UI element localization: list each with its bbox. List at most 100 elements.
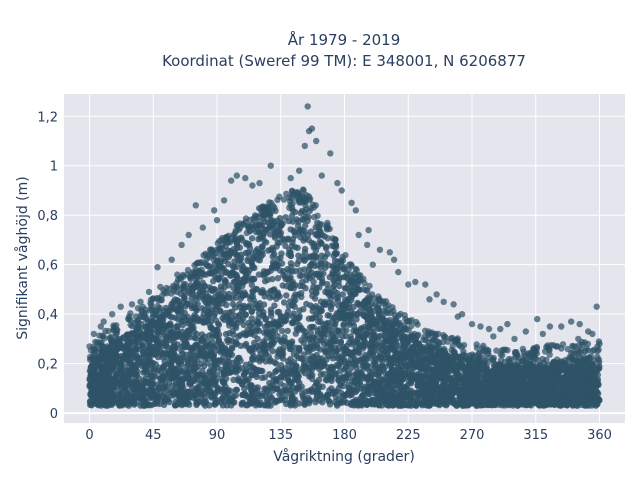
data-point xyxy=(227,248,234,255)
data-point xyxy=(248,281,255,289)
data-point xyxy=(193,330,200,338)
data-point xyxy=(237,290,245,297)
data-point xyxy=(148,380,156,388)
data-point xyxy=(317,270,324,277)
data-point xyxy=(270,247,277,254)
data-point xyxy=(253,320,261,327)
data-point xyxy=(479,392,486,399)
data-point xyxy=(332,264,339,272)
data-point xyxy=(292,376,299,383)
data-point xyxy=(381,337,389,345)
data-point xyxy=(246,302,253,309)
data-point xyxy=(103,349,110,357)
data-point xyxy=(292,232,299,239)
data-point xyxy=(333,332,340,340)
data-point xyxy=(365,390,372,397)
data-point xyxy=(303,271,310,279)
data-point xyxy=(595,396,603,404)
data-point xyxy=(231,364,239,371)
data-point xyxy=(347,333,354,340)
data-point xyxy=(331,389,338,397)
data-point xyxy=(322,288,329,296)
data-point xyxy=(444,365,451,372)
data-points-layer xyxy=(86,103,603,409)
data-point xyxy=(155,380,162,388)
data-point xyxy=(381,333,388,340)
data-point xyxy=(303,300,310,308)
data-point xyxy=(87,401,94,409)
data-point xyxy=(282,392,289,399)
data-point xyxy=(309,334,316,341)
data-point xyxy=(253,286,261,293)
data-point xyxy=(267,309,275,316)
data-point xyxy=(190,319,197,326)
data-point xyxy=(243,331,250,338)
data-point xyxy=(426,380,433,387)
data-point xyxy=(308,367,315,374)
data-point xyxy=(580,376,587,383)
data-point xyxy=(302,222,309,229)
data-point xyxy=(122,367,130,375)
data-point xyxy=(213,275,220,282)
data-point xyxy=(124,342,132,349)
data-point xyxy=(284,358,292,365)
data-point xyxy=(271,234,279,241)
data-point xyxy=(179,328,186,335)
data-point xyxy=(266,294,274,301)
data-point xyxy=(236,354,243,362)
data-point xyxy=(237,332,244,339)
data-point xyxy=(349,319,356,326)
data-point xyxy=(222,363,229,370)
data-point xyxy=(560,366,567,373)
data-point xyxy=(138,396,146,403)
data-point xyxy=(332,344,339,352)
data-point xyxy=(299,390,306,397)
data-point xyxy=(335,278,342,285)
data-point xyxy=(278,222,285,229)
data-point xyxy=(269,275,276,283)
data-point xyxy=(264,269,272,276)
data-point xyxy=(420,377,427,384)
data-point xyxy=(320,340,328,347)
data-point xyxy=(331,323,338,330)
data-point xyxy=(277,380,284,387)
data-point xyxy=(223,392,230,399)
data-point xyxy=(273,398,280,405)
data-point xyxy=(166,398,173,406)
data-point xyxy=(321,253,329,261)
data-point xyxy=(178,347,185,354)
data-point xyxy=(301,400,308,407)
data-point xyxy=(328,352,335,359)
data-point xyxy=(318,240,325,247)
data-point xyxy=(316,313,323,320)
data-point xyxy=(207,388,214,395)
data-point xyxy=(148,352,155,359)
data-point xyxy=(300,339,307,346)
data-point xyxy=(263,335,270,342)
data-point xyxy=(324,319,332,327)
data-point xyxy=(490,379,497,386)
data-point xyxy=(232,338,239,345)
data-point xyxy=(357,399,365,406)
data-point xyxy=(466,398,474,406)
data-point xyxy=(415,357,422,365)
data-point xyxy=(218,395,226,403)
data-point xyxy=(285,303,293,310)
data-point xyxy=(107,367,114,374)
data-point xyxy=(271,359,278,366)
data-point xyxy=(237,257,244,264)
data-point xyxy=(378,353,385,361)
data-point xyxy=(121,385,129,392)
data-point xyxy=(312,247,320,255)
data-point xyxy=(215,336,223,344)
data-point xyxy=(225,338,232,346)
data-point xyxy=(339,393,346,400)
data-point xyxy=(232,304,239,311)
data-point xyxy=(340,343,347,351)
data-point xyxy=(407,380,415,387)
data-point xyxy=(274,309,281,316)
data-point xyxy=(246,322,254,330)
data-point xyxy=(254,335,261,343)
data-point xyxy=(293,260,301,268)
